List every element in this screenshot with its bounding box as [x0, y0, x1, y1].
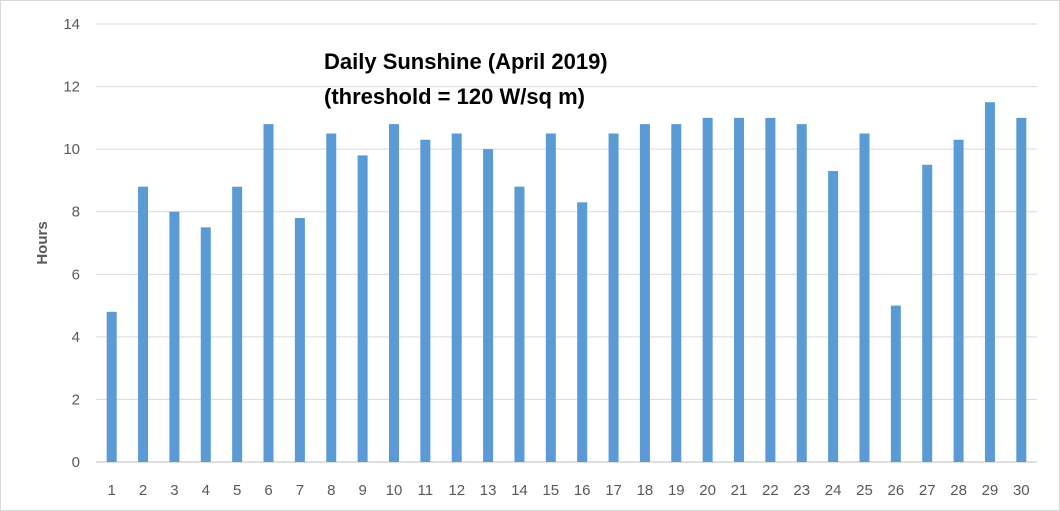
bar-day-26 [890, 305, 901, 462]
y-tick-label: 0 [72, 454, 80, 471]
x-tick-label: 30 [1013, 482, 1030, 499]
x-tick-label: 3 [170, 482, 178, 499]
y-tick-label: 12 [63, 79, 80, 96]
y-tick-label: 2 [72, 391, 80, 408]
x-tick-label: 28 [950, 482, 967, 499]
bar-day-23 [796, 124, 807, 462]
x-tick-label: 4 [202, 482, 210, 499]
x-tick-label: 23 [793, 482, 810, 499]
bar-day-24 [828, 171, 839, 463]
y-tick-label: 4 [72, 329, 80, 346]
x-tick-label: 17 [605, 482, 622, 499]
bar-day-16 [577, 202, 588, 463]
y-tick-label: 14 [63, 16, 80, 33]
x-tick-label: 16 [574, 482, 591, 499]
x-tick-label: 25 [856, 482, 873, 499]
bar-day-28 [953, 139, 964, 462]
y-tick-label: 10 [63, 141, 80, 158]
bars [106, 102, 1027, 463]
y-axis-title: Hours [34, 221, 51, 264]
bar-day-1 [106, 311, 117, 462]
x-tick-label: 14 [511, 482, 528, 499]
bar-day-27 [922, 164, 933, 463]
bar-day-2 [138, 186, 149, 462]
x-tick-label: 22 [762, 482, 779, 499]
x-tick-label: 5 [233, 482, 241, 499]
bar-day-8 [326, 133, 337, 462]
bar-day-20 [702, 117, 713, 462]
bar-day-18 [639, 124, 650, 462]
x-tick-label: 13 [480, 482, 497, 499]
x-tick-label: 24 [825, 482, 842, 499]
bar-day-13 [483, 149, 494, 462]
x-tick-label: 12 [448, 482, 465, 499]
x-tick-label: 18 [637, 482, 654, 499]
bar-day-5 [232, 186, 243, 462]
bar-day-22 [765, 117, 776, 462]
bar-day-9 [357, 155, 368, 462]
bar-day-11 [420, 139, 431, 462]
chart-title-line-1: Daily Sunshine (April 2019) [324, 49, 608, 74]
bar-day-29 [984, 102, 995, 462]
bar-day-7 [294, 217, 305, 462]
x-tick-label: 8 [327, 482, 335, 499]
x-tick-label: 29 [982, 482, 999, 499]
bar-day-15 [545, 133, 556, 462]
bar-day-10 [388, 124, 399, 462]
x-tick-label: 19 [668, 482, 685, 499]
y-tick-label: 8 [72, 204, 80, 221]
x-tick-label: 15 [542, 482, 559, 499]
bar-day-14 [514, 186, 525, 462]
bar-day-19 [671, 124, 682, 462]
x-tick-label: 7 [296, 482, 304, 499]
x-tick-label: 6 [264, 482, 272, 499]
x-tick-label: 10 [386, 482, 403, 499]
x-tick-label: 1 [108, 482, 116, 499]
bar-day-4 [200, 227, 211, 462]
bar-day-6 [263, 124, 274, 462]
bar-day-30 [1016, 117, 1027, 462]
bar-day-25 [859, 133, 870, 462]
y-tick-label: 6 [72, 266, 80, 283]
bar-day-21 [734, 117, 745, 462]
x-tick-label: 9 [358, 482, 366, 499]
x-tick-label: 20 [699, 482, 716, 499]
x-tick-label: 11 [418, 482, 434, 499]
x-tick-label: 27 [919, 482, 936, 499]
x-tick-label: 26 [888, 482, 905, 499]
x-tick-label: 2 [139, 482, 147, 499]
bar-day-17 [608, 133, 619, 462]
chart-title-line-2: (threshold = 120 W/sq m) [324, 84, 585, 109]
gridlines [96, 23, 1037, 463]
x-tick-label: 21 [731, 482, 748, 499]
bar-day-12 [451, 133, 462, 462]
bar-day-3 [169, 211, 180, 462]
